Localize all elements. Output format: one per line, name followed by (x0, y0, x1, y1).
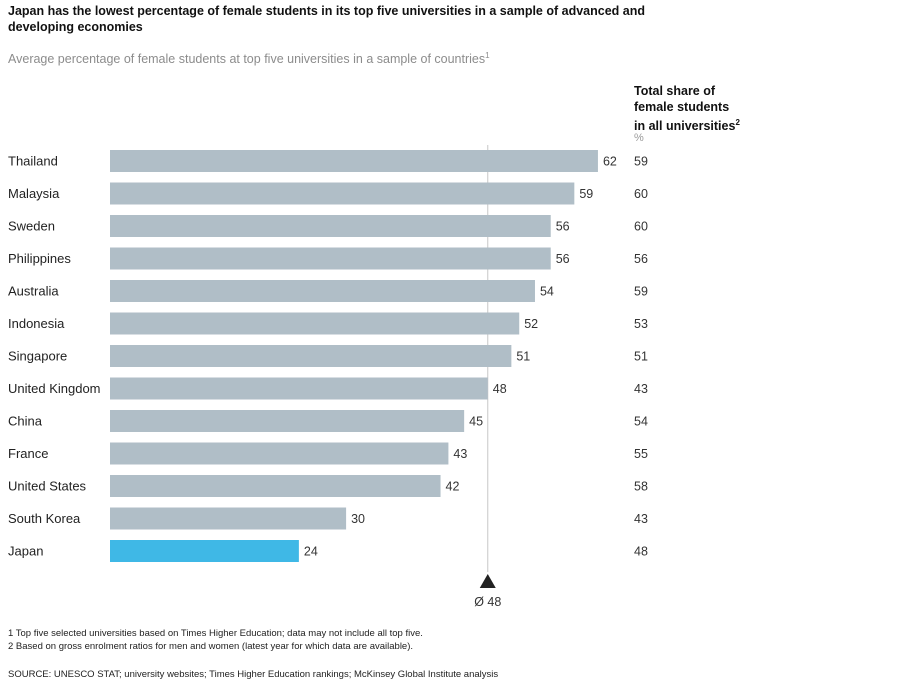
bar-china (110, 410, 465, 432)
total-share-value: 59 (634, 285, 648, 299)
bar-philippines (110, 247, 551, 270)
total-share-value: 43 (634, 512, 648, 526)
category-label: Singapore (8, 349, 67, 364)
bar-value-label: 24 (304, 545, 318, 559)
subtitle-text: Average percentage of female students at… (8, 52, 486, 67)
subtitle-footnote-marker: 1 (485, 51, 490, 60)
total-share-value: 54 (634, 415, 648, 429)
bar-japan (110, 540, 299, 562)
bar-south-korea (110, 507, 347, 530)
chart-subtitle: Average percentage of female students at… (8, 51, 490, 66)
total-share-value: 48 (634, 545, 648, 559)
bar-sweden (110, 215, 551, 237)
total-share-value: 51 (634, 350, 648, 364)
bar-value-label: 56 (556, 252, 570, 266)
total-share-value: 43 (634, 382, 648, 396)
total-share-value: 56 (634, 252, 648, 266)
footnotes: 1 Top five selected universities based o… (8, 627, 423, 653)
bar-thailand (110, 150, 598, 172)
chart-title: Japan has the lowest percentage of femal… (8, 4, 645, 34)
bar-united-kingdom (110, 377, 488, 400)
right-column-heading: Total share of female students in all un… (634, 83, 740, 134)
bar-australia (110, 280, 535, 302)
bar-value-label: 43 (453, 447, 467, 461)
bar-singapore (110, 345, 512, 367)
total-share-value: 55 (634, 447, 648, 461)
bar-value-label: 30 (351, 512, 365, 526)
footnote-1: 1 Top five selected universities based o… (8, 628, 423, 639)
right-column-unit: % (634, 132, 644, 144)
footnote-2: 2 Based on gross enrolment ratios for me… (8, 641, 414, 652)
category-label: Thailand (8, 154, 58, 169)
bar-value-label: 59 (579, 187, 593, 201)
category-label: Indonesia (8, 316, 65, 331)
right-column-heading-text: in all universities (634, 119, 736, 134)
right-column-heading-line: Total share of (634, 84, 716, 98)
bar-value-label: 56 (556, 220, 570, 234)
total-share-value: 60 (634, 187, 648, 201)
total-share-value: 60 (634, 220, 648, 234)
total-share-value: 58 (634, 480, 648, 494)
category-label: Philippines (8, 251, 71, 266)
bar-value-label: 51 (516, 350, 530, 364)
source-note: SOURCE: UNESCO STAT; university websites… (8, 669, 499, 680)
right-column-footnote-marker: 2 (735, 118, 740, 127)
bar-value-label: 62 (603, 155, 617, 169)
bar-value-label: 54 (540, 285, 554, 299)
category-label: France (8, 446, 48, 461)
average-label: Ø 48 (474, 595, 501, 609)
bar-value-label: 52 (524, 317, 538, 331)
bar-value-label: 45 (469, 415, 483, 429)
category-label: Malaysia (8, 186, 60, 201)
bar-indonesia (110, 312, 520, 335)
bar-united-states (110, 475, 441, 497)
category-label: United States (8, 479, 87, 494)
bar-france (110, 442, 449, 465)
category-label: Australia (8, 284, 59, 299)
category-label: South Korea (8, 511, 81, 526)
category-label: China (8, 414, 43, 429)
right-column-heading-line: in all universities2 (634, 115, 740, 134)
total-share-value: 53 (634, 317, 648, 331)
bar-malaysia (110, 182, 575, 205)
bar-value-label: 42 (446, 480, 460, 494)
category-label: Japan (8, 544, 43, 559)
bar-value-label: 48 (493, 382, 507, 396)
total-share-value: 59 (634, 155, 648, 169)
category-label: Sweden (8, 219, 55, 234)
average-marker-icon (479, 574, 496, 588)
right-column-heading-line: female students (634, 100, 730, 114)
category-label: United Kingdom (8, 381, 101, 396)
